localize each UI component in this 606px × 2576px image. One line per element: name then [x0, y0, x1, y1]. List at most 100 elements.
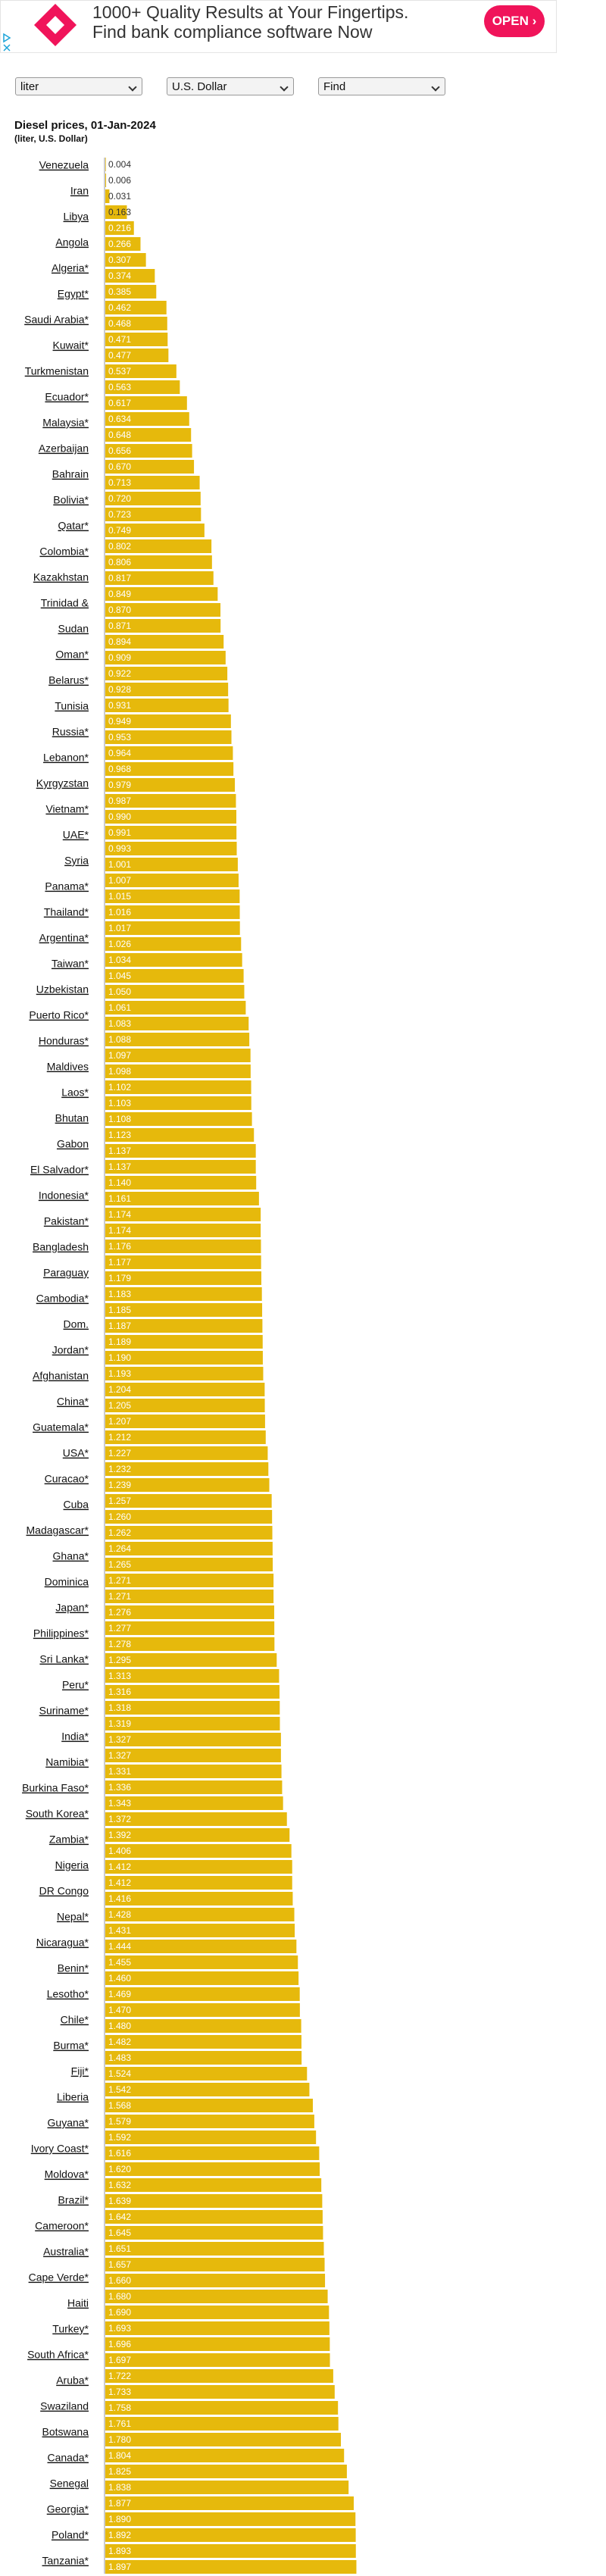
bar [105, 1192, 259, 1205]
value-label: 1.097 [108, 1050, 131, 1061]
country-label: Burma* [53, 2040, 89, 2052]
bar [105, 2465, 347, 2478]
country-label: Bangladesh [33, 1241, 89, 1253]
country-label: Syria [64, 855, 89, 867]
country-label: Angola [55, 236, 89, 249]
bar [105, 1940, 297, 1953]
value-label: 1.264 [108, 1543, 131, 1554]
country-label: Russia* [52, 726, 89, 738]
value-label: 0.993 [108, 843, 131, 854]
bar [105, 1701, 280, 1715]
country-label: Tunisia [55, 700, 89, 712]
value-label: 1.061 [108, 1002, 131, 1013]
bar [105, 1621, 275, 1635]
bar [105, 333, 168, 346]
country-label: China* [57, 1396, 89, 1408]
country-label: Nepal* [57, 1911, 89, 1923]
bar [105, 699, 229, 712]
country-label: Kyrgyzstan [36, 777, 89, 789]
country-label: Ivory Coast* [31, 2143, 89, 2155]
bar [105, 1367, 264, 1380]
value-label: 0.928 [108, 684, 131, 695]
value-label: 0.894 [108, 636, 131, 647]
value-label: 0.849 [108, 589, 131, 599]
bar [105, 2146, 320, 2160]
country-label: Turkmenistan [25, 365, 89, 377]
value-label: 1.444 [108, 1941, 131, 1952]
country-label: Fiji* [71, 2065, 89, 2077]
value-label: 1.137 [108, 1146, 131, 1156]
value-label: 1.313 [108, 1671, 131, 1681]
value-label: 1.804 [108, 2450, 131, 2461]
value-label: 1.838 [108, 2482, 131, 2493]
value-label: 0.468 [108, 318, 131, 329]
bar [105, 1224, 261, 1237]
value-label: 1.278 [108, 1639, 131, 1649]
value-label: 1.034 [108, 955, 131, 965]
country-label: Sri Lanka* [39, 1653, 89, 1665]
bar [105, 1637, 275, 1651]
bar [105, 1844, 292, 1858]
country-label: Ghana* [53, 1550, 89, 1562]
bar [105, 905, 240, 919]
country-label: Sudan [58, 623, 89, 635]
country-label: Cape Verde* [29, 2271, 89, 2284]
value-label: 1.761 [108, 2418, 131, 2429]
bar [105, 1780, 283, 1794]
value-label: 1.017 [108, 923, 131, 933]
value-label: 1.825 [108, 2466, 131, 2477]
country-label: Algeria* [52, 262, 89, 274]
value-label: 0.990 [108, 811, 131, 822]
bar [105, 1335, 263, 1349]
value-label: 1.176 [108, 1241, 131, 1252]
value-label: 1.651 [108, 2243, 131, 2254]
bar [105, 2560, 357, 2574]
bar [105, 221, 134, 235]
ad-close-icon [3, 44, 11, 52]
country-label: Poland* [52, 2529, 89, 2541]
ad-open-button[interactable]: OPEN › [484, 5, 545, 37]
bar [105, 189, 110, 203]
currency-select[interactable]: U.S. Dollar [167, 77, 294, 95]
bar [105, 2544, 356, 2558]
bar [105, 1717, 280, 1730]
country-label: Thailand* [44, 906, 89, 918]
country-label: Suriname* [39, 1705, 89, 1717]
value-label: 1.331 [108, 1766, 131, 1777]
value-label: 0.563 [108, 382, 131, 392]
country-label: Saudi Arabia* [24, 314, 89, 326]
bar [105, 969, 244, 983]
value-label: 1.592 [108, 2132, 131, 2143]
unit-select[interactable]: liter [15, 77, 142, 95]
value-label: 1.620 [108, 2164, 131, 2174]
country-label: Kazakhstan [33, 571, 89, 583]
value-label: 0.802 [108, 541, 131, 552]
bar [105, 1971, 299, 1985]
country-label: Peru* [62, 1679, 89, 1691]
value-label: 1.327 [108, 1734, 131, 1745]
value-label: 1.336 [108, 1782, 131, 1793]
value-label: 1.428 [108, 1909, 131, 1920]
value-label: 1.102 [108, 1082, 131, 1093]
bar [105, 1462, 269, 1476]
chart-title: Diesel prices, 01-Jan-2024 [14, 119, 156, 132]
value-label: 0.656 [108, 445, 131, 456]
value-label: 1.015 [108, 891, 131, 902]
value-label: 1.050 [108, 986, 131, 997]
value-label: 1.183 [108, 1289, 131, 1299]
bar [105, 2528, 356, 2542]
ad-text: 1000+ Quality Results at Your Fingertips… [92, 2, 409, 22]
country-label: UAE* [63, 829, 89, 841]
bar [105, 2496, 354, 2510]
ad-banner[interactable]: 1000+ Quality Results at Your Fingertips… [0, 0, 557, 53]
value-label: 1.392 [108, 1830, 131, 1840]
bar [105, 2115, 314, 2128]
country-label: Honduras* [39, 1035, 89, 1047]
bar [105, 444, 192, 458]
value-label: 1.642 [108, 2212, 131, 2222]
find-select[interactable]: Find [318, 77, 445, 95]
bar [105, 2178, 322, 2192]
value-label: 1.177 [108, 1257, 131, 1268]
value-label: 1.660 [108, 2275, 131, 2286]
value-label: 1.460 [108, 1973, 131, 1984]
